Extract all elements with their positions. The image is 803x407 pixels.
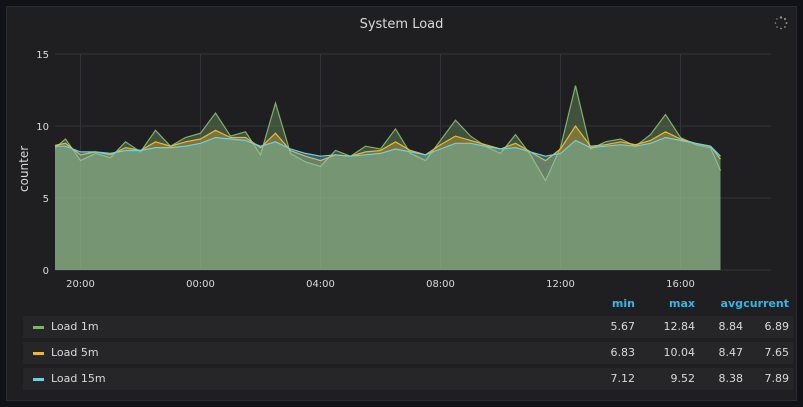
series-area-2 — [55, 137, 721, 270]
legend-swatch — [33, 378, 44, 381]
legend-current: 7.65 — [764, 346, 790, 359]
legend-series-name[interactable]: Load 5m — [51, 346, 99, 359]
y-tick-label: 5 — [43, 194, 49, 205]
legend-row-load-15m[interactable]: Load 15m 7.12 9.52 8.38 7.89 — [23, 368, 793, 390]
y-tick-label: 0 — [43, 266, 49, 277]
series-area-1 — [55, 126, 721, 270]
legend-min: 5.67 — [610, 320, 636, 333]
legend-avg: 8.47 — [718, 346, 744, 359]
y-tick-label: 15 — [36, 50, 49, 61]
loading-spinner-icon — [774, 16, 788, 30]
legend-max: 12.84 — [663, 320, 696, 333]
x-tick-label: 00:00 — [186, 279, 215, 290]
legend-swatch — [33, 326, 44, 329]
legend-header-min[interactable]: min — [611, 297, 635, 310]
legend-header-current[interactable]: current — [743, 297, 789, 310]
x-tick-label: 12:00 — [546, 279, 575, 290]
load-chart[interactable]: 0 5 10 15 20:00 00:00 04:00 08:00 12:00 16:00 — [7, 7, 796, 297]
graph-panel: System Load counter 0 5 10 15 20:00 00:00 04:0… — [6, 6, 797, 401]
legend-series-name[interactable]: Load 15m — [51, 372, 106, 385]
series-line-2 — [55, 136, 721, 157]
x-tick-label: 16:00 — [666, 279, 695, 290]
legend-max: 10.04 — [663, 346, 696, 359]
y-tick-label: 10 — [36, 122, 49, 133]
x-tick-label: 08:00 — [426, 279, 455, 290]
legend-series-name[interactable]: Load 1m — [51, 320, 99, 333]
legend-swatch — [33, 352, 44, 355]
legend-min: 7.12 — [610, 372, 636, 385]
x-tick-label: 04:00 — [306, 279, 335, 290]
legend-avg: 8.38 — [718, 372, 744, 385]
legend-header-avg[interactable]: avg — [720, 297, 743, 310]
legend-row-load-1m[interactable]: Load 1m 5.67 12.84 8.84 6.89 — [23, 316, 793, 338]
legend-current: 6.89 — [764, 320, 790, 333]
x-tick-label: 20:00 — [66, 279, 95, 290]
legend-header-max[interactable]: max — [669, 297, 695, 310]
legend-avg: 8.84 — [718, 320, 744, 333]
series-area-0 — [55, 85, 721, 270]
legend-row-load-5m[interactable]: Load 5m 6.83 10.04 8.47 7.65 — [23, 342, 793, 364]
legend-current: 7.89 — [764, 372, 790, 385]
legend-min: 6.83 — [610, 346, 636, 359]
panel-title[interactable]: System Load — [359, 17, 444, 32]
legend-max: 9.52 — [670, 372, 696, 385]
